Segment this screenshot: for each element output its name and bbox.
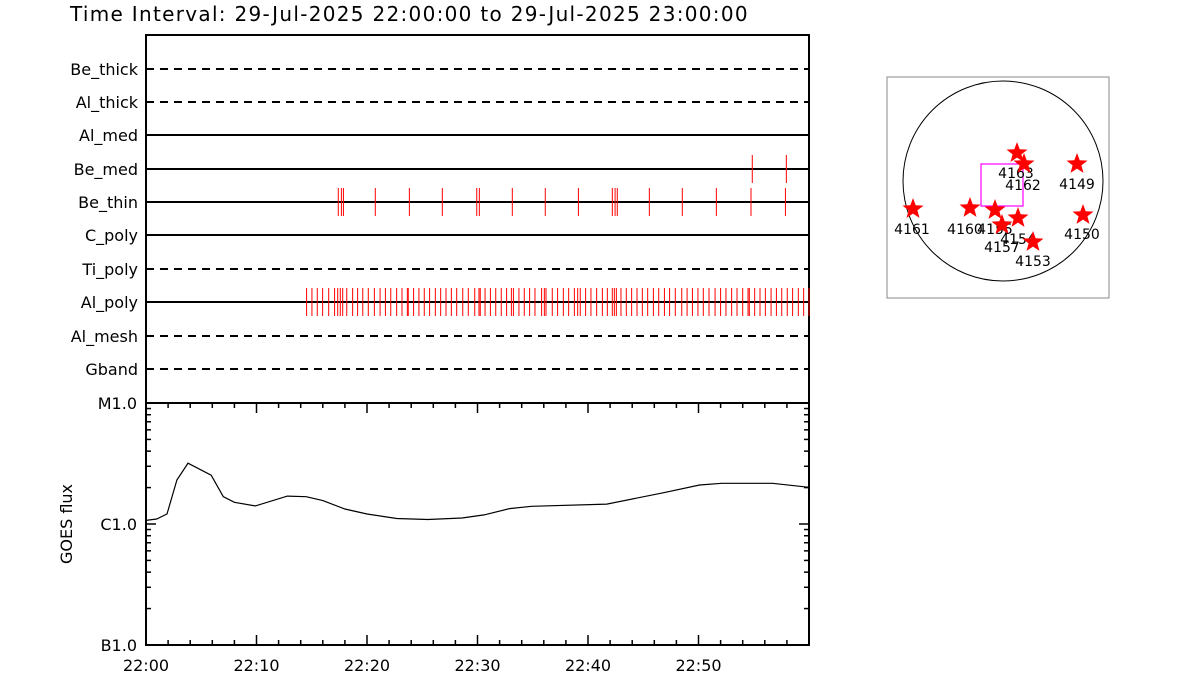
solar-limb [902,80,1104,282]
active-region-label: 4161 [894,222,930,238]
filter-row-be-thick: Be_thick [70,60,809,80]
star-icon [984,199,1006,219]
active-region-label: 4163 [998,166,1034,182]
star-icon [1013,153,1035,173]
fov-box [980,163,1024,207]
goes-frame [145,402,810,646]
filter-row-be-thin: Be_thin [78,188,809,216]
x-tick-label: 22:40 [565,656,611,675]
star-icon [902,198,924,218]
active-region-4150: 4150 [1064,204,1100,243]
x-tick-label: 22:20 [344,656,390,675]
active-region-4154: 4154 [1000,207,1036,248]
filter-label: Ti_poly [81,260,138,280]
filter-label: Gband [85,360,138,379]
filter-row-gband: Gband [85,360,809,379]
active-region-label: 4160 [947,222,983,238]
active-region-4160: 4160 [947,197,983,238]
x-tick-label: 22:30 [454,656,500,675]
filter-row-al-mesh: Al_mesh [71,327,809,347]
active-region-4149: 4149 [1059,153,1095,193]
map-frame [886,76,1110,299]
filter-label: Be_med [74,160,138,180]
x-tick-label: 22:10 [233,656,279,675]
filter-row-al-thick: Al_thick [76,93,809,113]
active-region-4161: 4161 [894,198,930,238]
star-icon [991,214,1013,234]
active-region-4153: 4153 [1015,231,1051,270]
filter-row-al-poly: Al_poly [81,288,810,316]
y-axis-label: GOES flux [57,484,76,564]
filter-row-be-med: Be_med [74,155,809,183]
goes-flux-line [145,462,810,521]
star-icon [959,197,981,217]
filter-label: Al_poly [81,293,138,313]
star-icon [1007,207,1029,227]
active-region-label: 4162 [1005,178,1041,194]
star-icon [1022,231,1044,251]
star-icon [1006,142,1028,162]
active-region-label: 4157 [984,240,1020,256]
filter-label: Al_med [79,126,138,146]
filter-row-ti-poly: Ti_poly [81,260,809,280]
x-tick-label: 22:50 [675,656,721,675]
active-region-label: 4153 [1015,254,1051,270]
filter-label: Be_thin [78,193,138,213]
active-region-4163: 4163 [998,142,1034,182]
filter-label: Be_thick [70,60,138,80]
filter-label: Al_thick [76,93,139,113]
star-icon [1066,153,1088,173]
y-tick-label: M1.0 [98,394,137,413]
filter-label: C_poly [85,226,138,246]
active-region-label: 4149 [1059,177,1095,193]
timeline-frame [145,34,810,404]
filter-label: Al_mesh [71,327,138,347]
active-region-4157: 4157 [984,214,1020,256]
y-tick-label: C1.0 [100,515,137,534]
star-icon [1072,204,1094,224]
page-title: Time Interval: 29-Jul-2025 22:00:00 to 2… [70,2,749,26]
filter-row-c-poly: C_poly [85,226,809,246]
active-region-4162: 4162 [1005,153,1041,194]
active-region-label: 4154 [1000,232,1036,248]
active-region-label: 4150 [1064,227,1100,243]
filter-row-al-med: Al_med [79,126,809,146]
x-tick-label: 22:00 [123,656,169,675]
y-tick-label: B1.0 [101,636,137,655]
